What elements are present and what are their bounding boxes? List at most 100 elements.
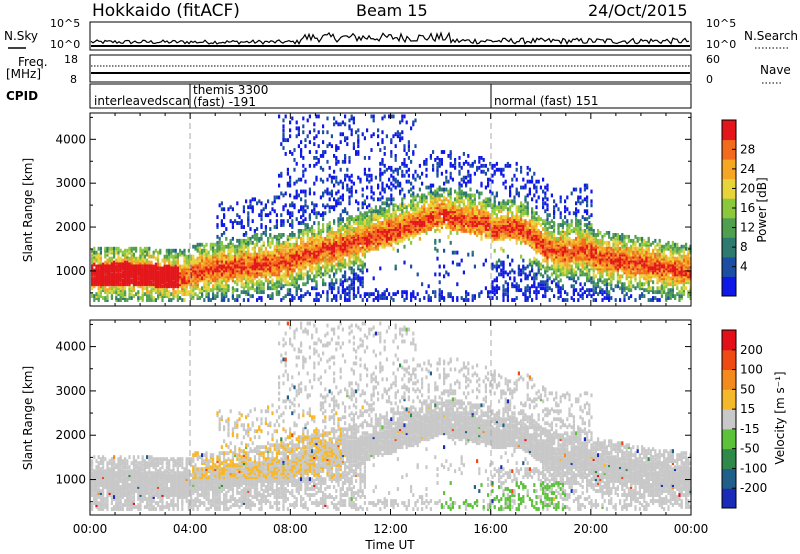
heatmap-cell xyxy=(396,238,399,243)
heatmap-cell xyxy=(374,296,377,300)
heatmap-cell xyxy=(377,197,380,202)
heatmap-cell xyxy=(315,240,318,245)
heatmap-cell xyxy=(473,219,476,224)
heatmap-cell xyxy=(346,142,349,147)
heatmap-cell xyxy=(346,286,349,291)
heatmap-cell xyxy=(438,219,441,224)
heatmap-cell xyxy=(315,286,318,291)
heatmap-cell xyxy=(341,236,344,241)
heatmap-cell xyxy=(282,136,285,141)
heatmap-cell xyxy=(511,217,514,222)
heatmap-cell xyxy=(330,284,333,289)
heatmap-cell xyxy=(163,290,166,295)
heatmap-cell xyxy=(286,264,289,269)
heatmap-cell xyxy=(260,211,263,216)
heatmap-cell xyxy=(271,250,274,255)
heatmap-cell xyxy=(267,236,270,241)
heatmap-cell xyxy=(370,229,373,233)
heatmap-cell xyxy=(482,207,485,212)
heatmap-cell xyxy=(418,207,421,212)
heatmap-cell xyxy=(236,276,239,281)
heatmap-cell xyxy=(148,298,151,302)
heatmap-cell xyxy=(493,219,496,224)
heatmap-cell xyxy=(379,227,382,231)
heatmap-cell xyxy=(363,264,366,269)
heatmap-cell xyxy=(445,203,448,208)
heatmap-cell xyxy=(203,256,206,261)
heatmap-cell xyxy=(328,268,331,273)
heatmap-cell xyxy=(128,282,131,287)
heatmap-cell xyxy=(198,288,201,293)
heatmap-cell xyxy=(300,229,303,233)
heatmap-cell xyxy=(471,209,474,214)
heatmap-cell xyxy=(366,248,369,253)
heatmap-cell xyxy=(531,209,534,214)
heatmap-cell xyxy=(394,225,397,229)
heatmap-cell xyxy=(394,185,397,190)
heatmap-cell xyxy=(306,254,309,259)
heatmap-cell xyxy=(495,231,498,235)
heatmap-cell xyxy=(412,120,415,125)
heatmap-cell xyxy=(335,191,338,196)
heatmap-cell xyxy=(423,161,426,166)
heatmap-cell xyxy=(227,207,230,212)
heatmap-cell xyxy=(216,240,219,245)
heatmap-cell xyxy=(269,268,272,273)
heatmap-cell xyxy=(429,189,432,194)
heatmap-cell xyxy=(429,207,432,212)
heatmap-cell xyxy=(451,298,454,302)
nave-tick-top: 60 xyxy=(706,53,720,66)
heatmap-cell xyxy=(141,290,144,295)
heatmap-cell xyxy=(520,272,523,277)
heatmap-cell xyxy=(302,294,305,299)
heatmap-cell xyxy=(196,246,199,251)
heatmap-cell xyxy=(385,201,388,206)
heatmap-cell xyxy=(201,272,204,277)
heatmap-cell xyxy=(302,260,305,265)
heatmap-cell xyxy=(326,296,329,300)
heatmap-cell xyxy=(249,256,252,261)
heatmap-cell xyxy=(113,262,116,267)
heatmap-cell xyxy=(410,203,413,208)
heatmap-cell xyxy=(267,252,270,257)
heatmap-cell xyxy=(117,278,120,283)
heatmap-cell xyxy=(130,248,133,253)
heatmap-cell xyxy=(383,152,386,156)
heatmap-cell xyxy=(291,116,294,121)
heatmap-cell xyxy=(394,209,397,214)
heatmap-cell xyxy=(161,272,164,277)
heatmap-cell xyxy=(157,250,160,255)
heatmap-cell xyxy=(484,215,487,220)
heatmap-cell xyxy=(537,246,540,251)
heatmap-cell xyxy=(168,256,171,261)
heatmap-cell xyxy=(352,219,355,224)
heatmap-cell xyxy=(247,262,250,267)
heatmap-cell xyxy=(513,199,516,204)
heatmap-cell xyxy=(326,260,329,265)
heatmap-cell xyxy=(381,211,384,216)
heatmap-cell xyxy=(315,264,318,269)
heatmap-cell xyxy=(165,248,168,253)
heatmap-cell xyxy=(429,223,432,227)
heatmap-cell xyxy=(207,268,210,273)
heatmap-cell xyxy=(478,201,481,206)
heatmap-cell xyxy=(165,272,168,277)
heatmap-cell xyxy=(379,211,382,216)
heatmap-cell xyxy=(203,278,206,283)
heatmap-cell xyxy=(377,225,380,229)
heatmap-cell xyxy=(344,258,347,263)
heatmap-cell xyxy=(471,201,474,206)
heatmap-cell xyxy=(374,236,377,241)
heatmap-cell xyxy=(313,256,316,261)
heatmap-cell xyxy=(106,294,109,299)
heatmap-cell xyxy=(313,229,316,233)
heatmap-cell xyxy=(273,256,276,261)
heatmap-cell xyxy=(319,270,322,275)
heatmap-cell xyxy=(337,223,340,227)
heatmap-cell xyxy=(462,207,465,212)
heatmap-cell xyxy=(317,256,320,261)
heatmap-cell xyxy=(491,223,494,227)
heatmap-cell xyxy=(531,268,534,273)
heatmap-cell xyxy=(168,252,171,257)
heatmap-cell xyxy=(249,278,252,283)
